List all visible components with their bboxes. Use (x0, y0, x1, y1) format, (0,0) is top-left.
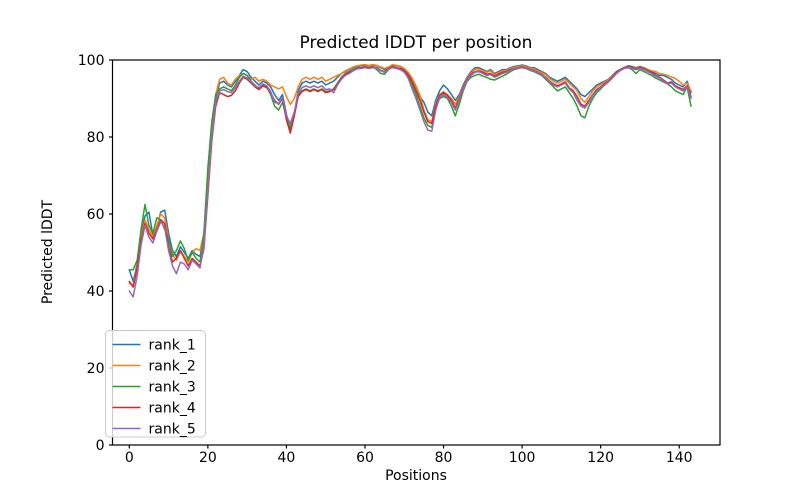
legend-label-rank_2: rank_2 (149, 359, 196, 375)
legend-item-rank_4: rank_4 (112, 401, 196, 417)
y-tick-label: 40 (87, 284, 105, 300)
x-tick-label: 40 (278, 450, 296, 466)
series-line-rank_2 (128, 63, 692, 286)
x-tick-label: 100 (509, 450, 536, 466)
series-line-rank_3 (128, 65, 692, 271)
x-tick-label: 0 (125, 450, 134, 466)
y-tick-label: 20 (87, 361, 105, 377)
legend-box (105, 330, 206, 438)
y-axis-label: Predicted lDDT (40, 199, 56, 305)
x-tick-label: 140 (666, 450, 693, 466)
legend-label-rank_3: rank_3 (149, 380, 196, 396)
legend-label-rank_5: rank_5 (149, 422, 196, 438)
x-tick-label: 120 (587, 450, 614, 466)
y-tick-label: 60 (87, 207, 105, 223)
x-axis-label: Positions (385, 468, 447, 484)
series-line-rank_5 (128, 66, 692, 298)
y-tick-label: 80 (87, 130, 105, 146)
y-tick-label: 0 (96, 438, 105, 454)
legend-item-rank_2: rank_2 (112, 359, 196, 375)
x-tick-label: 80 (435, 450, 453, 466)
legend-item-rank_5: rank_5 (112, 422, 196, 438)
x-tick-label: 20 (199, 450, 217, 466)
y-tick-label: 100 (78, 53, 105, 69)
legend-item-rank_1: rank_1 (112, 338, 196, 354)
legend-label-rank_1: rank_1 (149, 338, 196, 354)
chart-title: Predicted lDDT per position (299, 33, 533, 53)
legend-item-rank_3: rank_3 (112, 380, 196, 396)
legend-label-rank_4: rank_4 (149, 401, 196, 417)
x-tick-label: 60 (356, 450, 374, 466)
legend: rank_1 rank_2 rank_3 rank_4 rank_5 (105, 330, 206, 438)
series-line-rank_4 (128, 65, 692, 288)
